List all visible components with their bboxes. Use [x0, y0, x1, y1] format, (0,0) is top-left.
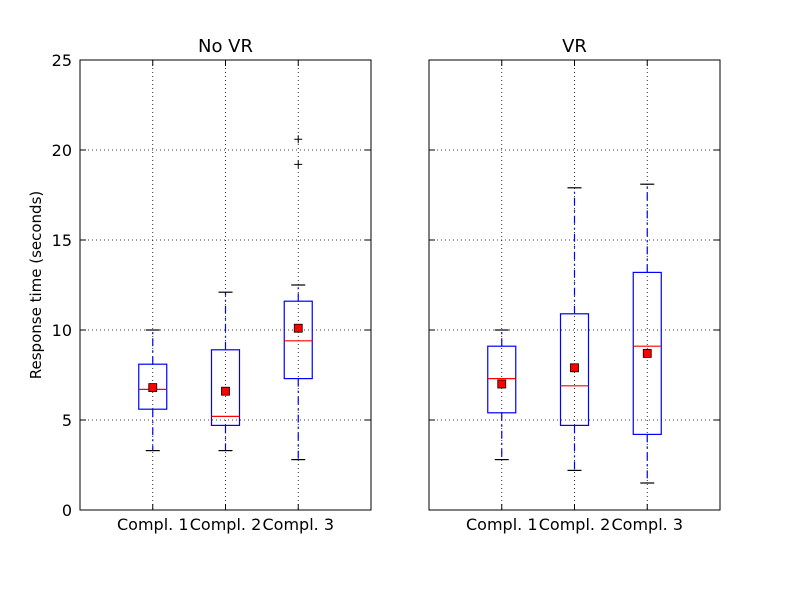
y-tick-label-15: 15: [52, 231, 72, 250]
y-tick-label-10: 10: [52, 321, 72, 340]
box-2: [559, 187, 590, 471]
mean-marker: [293, 323, 303, 333]
x-tick-label-3: Compl. 3: [263, 515, 335, 534]
panel-title-2: VR: [562, 36, 587, 57]
x-tick-label-3: Compl. 3: [612, 515, 684, 534]
mean-marker: [221, 386, 230, 396]
outlier-marker-2: [294, 135, 303, 144]
outlier-marker-1: [294, 160, 303, 169]
mean-marker: [642, 348, 652, 358]
box-body: [283, 300, 313, 380]
box-1: [138, 329, 168, 452]
panel-1: 0 5 10 15 20 25 Compl. 1 Compl. 2 Compl. 3 No VR: [52, 36, 372, 534]
x-tick-label-2: Compl. 2: [190, 515, 262, 534]
panel-title-1: No VR: [198, 36, 253, 57]
box-3: [632, 183, 662, 484]
y-tick-label-0: 0: [62, 501, 72, 520]
mean-marker: [570, 363, 579, 373]
x-tick-label-1: Compl. 1: [466, 515, 538, 534]
y-tick-label-5: 5: [62, 411, 72, 430]
box-body: [632, 271, 662, 435]
box-body: [559, 313, 590, 426]
panel-2: Compl. 1 Compl. 2 Compl. 3 VR: [428, 36, 721, 534]
y-tick-label-25: 25: [52, 51, 72, 70]
box-1: [487, 329, 517, 461]
box-body: [487, 345, 517, 414]
mean-marker: [497, 379, 507, 389]
x-tick-label-2: Compl. 2: [539, 515, 611, 534]
box-3: [283, 135, 313, 461]
box-body: [138, 363, 168, 410]
y-tick-label-20: 20: [52, 141, 72, 160]
box-2: [210, 291, 241, 452]
y-axis-label: Response time (seconds): [27, 191, 45, 379]
box-body: [210, 349, 241, 426]
x-tick-label-1: Compl. 1: [117, 515, 189, 534]
mean-marker: [148, 383, 158, 393]
